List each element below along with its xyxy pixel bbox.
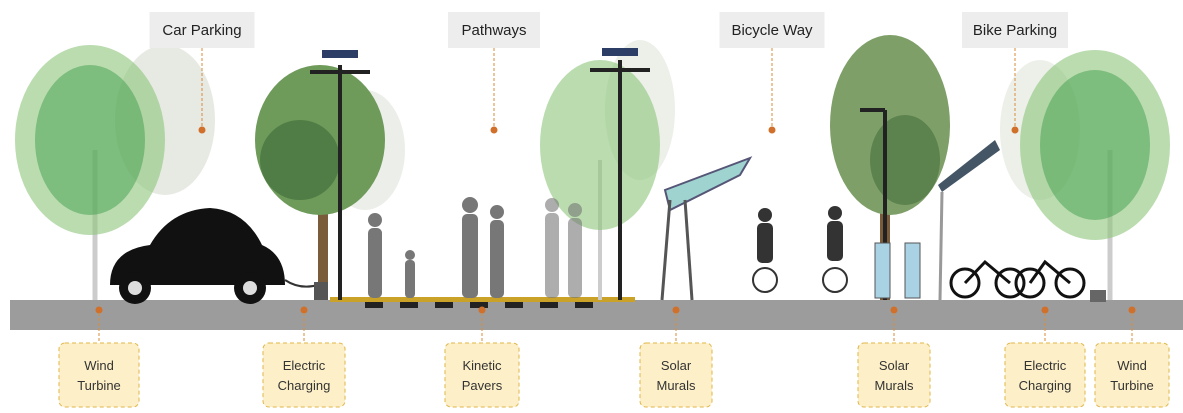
leader-dot: [491, 127, 498, 134]
bottom-label: Murals: [874, 378, 914, 393]
bottom-label-box: [59, 343, 139, 407]
solar-mural-left: [662, 158, 750, 300]
solar-panel: [602, 48, 638, 56]
car: [110, 208, 285, 304]
top-label: Pathways: [461, 22, 526, 39]
bottom-label: Kinetic: [462, 358, 502, 373]
bottom-label-box: [263, 343, 345, 407]
leader-dot: [673, 307, 680, 314]
leader-dot: [891, 307, 898, 314]
leader-dot: [1129, 307, 1136, 314]
leader-dot: [199, 127, 206, 134]
bottom-label-box: [640, 343, 712, 407]
people: [368, 197, 582, 298]
top-label: Bike Parking: [973, 22, 1057, 39]
leader-dot: [96, 307, 103, 314]
bottom-label: Murals: [656, 378, 696, 393]
bottom-label-box: [1005, 343, 1085, 407]
bottom-label-box: [445, 343, 519, 407]
bottom-label: Electric: [1024, 358, 1067, 373]
bottom-label: Turbine: [1110, 378, 1154, 393]
bottom-label: Electric: [283, 358, 326, 373]
leader-dot: [301, 307, 308, 314]
leader-dot: [1042, 307, 1049, 314]
cyclists: [753, 268, 847, 292]
charger: [1090, 290, 1106, 302]
charging-cable: [285, 280, 318, 287]
bottom-label: Charging: [278, 378, 331, 393]
top-label: Car Parking: [162, 22, 241, 39]
wind-tree-right: [1020, 50, 1170, 300]
ground: [10, 300, 1183, 330]
bottom-label-box: [1095, 343, 1169, 407]
leader-dot: [769, 127, 776, 134]
bottom-label: Wind: [1117, 358, 1147, 373]
solar-panel: [322, 50, 358, 58]
bottom-label: Pavers: [462, 378, 503, 393]
top-label: Bicycle Way: [731, 22, 813, 39]
street-diagram: Car Parking Pathways Bicycle Way Bike Parki…: [0, 0, 1183, 413]
charger: [314, 282, 328, 300]
bottom-label: Charging: [1019, 378, 1072, 393]
parked-bikes: [951, 262, 1084, 297]
bottom-label-box: [858, 343, 930, 407]
bottom-label: Wind: [84, 358, 114, 373]
bottom-label: Solar: [661, 358, 692, 373]
bottom-label: Solar: [879, 358, 910, 373]
leader-dot: [1012, 127, 1019, 134]
cyclist-bodies: [757, 206, 843, 263]
leader-dot: [479, 307, 486, 314]
bottom-label: Turbine: [77, 378, 121, 393]
